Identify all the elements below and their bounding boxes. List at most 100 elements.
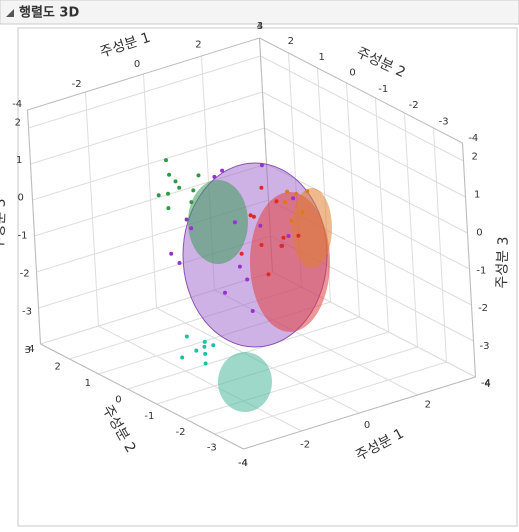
data-point (169, 251, 174, 256)
x-tick-label: 0 (364, 420, 370, 431)
grid-line (266, 163, 470, 270)
y-tick-label: -1 (144, 411, 154, 422)
grid-line (262, 91, 466, 198)
y-tick-label: -2 (176, 427, 186, 438)
z-tick-label: 1 (16, 155, 22, 166)
z-tick-label: -1 (476, 265, 486, 276)
data-point (259, 185, 264, 190)
data-point (191, 188, 196, 193)
data-point (223, 290, 227, 295)
data-point (286, 234, 291, 238)
data-point (166, 206, 171, 211)
z-tick-label: -4 (25, 344, 35, 355)
box-edge (462, 142, 476, 378)
y-tick-label: -1 (378, 84, 388, 95)
z-tick-label: 2 (15, 117, 21, 128)
grid-line (185, 346, 418, 420)
z-tick-label: 2 (471, 152, 477, 163)
data-point (194, 348, 199, 353)
data-point (232, 220, 237, 225)
x-tick-label: 0 (134, 59, 140, 70)
grid-line (264, 127, 468, 234)
data-point (212, 174, 217, 179)
panel-title: 행렬도 3D (19, 5, 79, 21)
data-point (250, 309, 255, 313)
data-point (237, 264, 242, 269)
z-tick-label: -4 (481, 378, 491, 389)
y-tick-label: -4 (468, 133, 478, 144)
data-point (239, 251, 244, 256)
z-tick-label: -2 (20, 269, 30, 280)
z-tick-label: -2 (478, 303, 488, 314)
data-point (281, 235, 286, 240)
data-point (248, 213, 253, 218)
data-point (291, 196, 296, 201)
y-tick-label: 0 (349, 68, 355, 79)
y-tick-label: -3 (439, 117, 449, 128)
grid-line (28, 55, 261, 129)
y-tick-label: 1 (319, 52, 325, 63)
x-tick-label: 2 (425, 399, 431, 410)
y-tick-label: 3 (257, 21, 263, 32)
x-tick-label: 2 (195, 39, 201, 50)
grid-line (346, 82, 360, 318)
y-tick-label: -4 (238, 458, 248, 469)
grid-line (404, 112, 418, 348)
data-point (300, 210, 305, 215)
data-point (173, 179, 178, 184)
grid-line (98, 325, 302, 432)
data-point (289, 218, 294, 223)
z-tick-label: -1 (18, 231, 28, 242)
data-point (296, 233, 301, 238)
data-point (167, 172, 172, 177)
grid-line (30, 91, 263, 165)
data-point (196, 173, 201, 178)
data-point (184, 334, 189, 339)
collapse-toggle[interactable] (6, 9, 14, 17)
box-edge (27, 37, 260, 111)
y-tick-label: 0 (115, 395, 121, 406)
axis-title: 주성분 3 (494, 236, 512, 289)
y-tick-label: 3 (25, 345, 31, 356)
data-point (294, 191, 299, 196)
data-point (245, 277, 250, 282)
z-tick-label: -3 (22, 306, 32, 317)
ellipsoid (188, 180, 248, 264)
data-point (203, 361, 208, 366)
x-tick-label: -2 (72, 79, 82, 90)
data-point (211, 343, 216, 348)
box-edge (243, 376, 476, 450)
grid-line (214, 361, 447, 435)
data-point (166, 191, 170, 196)
axis-title: 주성분 3 (0, 198, 9, 251)
data-point (164, 158, 168, 163)
x-tick-label: 4 (484, 379, 490, 390)
data-point (202, 344, 207, 349)
grid-line (433, 127, 447, 363)
box-edge (259, 37, 463, 144)
x-tick-label: 4 (257, 21, 263, 32)
data-point (189, 226, 194, 231)
y-tick-label: -3 (207, 443, 217, 454)
data-point (283, 200, 287, 205)
x-tick-label: -4 (12, 99, 22, 110)
box-edge (27, 109, 41, 345)
y-tick-label: 2 (54, 362, 60, 373)
grid-line (375, 97, 389, 333)
data-point (274, 199, 279, 204)
grid-line (260, 55, 464, 162)
data-point (258, 223, 263, 228)
z-tick-label: 1 (474, 189, 480, 200)
ellipsoid (218, 352, 272, 412)
data-point (220, 168, 225, 173)
data-point (202, 339, 207, 344)
z-tick-label: -3 (479, 341, 489, 352)
data-point (279, 243, 284, 248)
y-tick-label: -2 (409, 100, 419, 111)
y-tick-label: 2 (288, 36, 294, 47)
z-tick-label: 0 (18, 193, 24, 204)
grid-line (32, 127, 265, 201)
data-point (251, 214, 256, 219)
y-tick-label: 1 (85, 378, 91, 389)
